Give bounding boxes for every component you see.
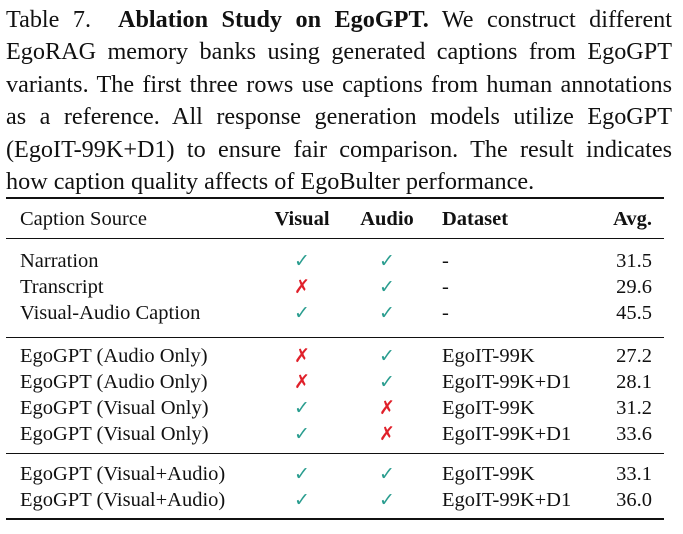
cross-icon: ✗ xyxy=(294,345,310,367)
row-caption-source: Narration xyxy=(20,250,99,272)
table-caption: Table 7. Ablation Study on EgoGPT. We co… xyxy=(6,4,672,198)
header-audio: Audio xyxy=(360,208,414,230)
row-caption-source: EgoGPT (Visual Only) xyxy=(20,397,209,419)
check-icon: ✓ xyxy=(294,250,310,272)
cross-icon: ✗ xyxy=(379,423,395,445)
check-icon: ✓ xyxy=(294,463,310,485)
top-rule xyxy=(6,197,664,199)
row-caption-source: EgoGPT (Audio Only) xyxy=(20,371,208,393)
row-dataset: EgoIT-99K xyxy=(442,345,535,367)
row-dataset: EgoIT-99K+D1 xyxy=(442,423,572,445)
row-caption-source: Transcript xyxy=(20,276,104,298)
row-avg: 45.5 xyxy=(616,302,652,324)
cross-icon: ✗ xyxy=(294,276,310,298)
check-icon: ✓ xyxy=(379,250,395,272)
header-caption-source: Caption Source xyxy=(20,208,147,230)
row-avg: 33.1 xyxy=(616,463,652,485)
group-rule-1 xyxy=(6,337,664,338)
header-avg: Avg. xyxy=(613,208,652,230)
group-rule-2 xyxy=(6,453,664,454)
check-icon: ✓ xyxy=(294,423,310,445)
check-icon: ✓ xyxy=(294,397,310,419)
row-dataset: - xyxy=(442,250,449,272)
row-caption-source: EgoGPT (Audio Only) xyxy=(20,345,208,367)
row-avg: 27.2 xyxy=(616,345,652,367)
check-icon: ✓ xyxy=(379,345,395,367)
row-dataset: EgoIT-99K+D1 xyxy=(442,489,572,511)
check-icon: ✓ xyxy=(379,371,395,393)
cross-icon: ✗ xyxy=(294,371,310,393)
row-dataset: EgoIT-99K xyxy=(442,397,535,419)
row-dataset: EgoIT-99K xyxy=(442,463,535,485)
row-dataset: - xyxy=(442,302,449,324)
cross-icon: ✗ xyxy=(379,397,395,419)
caption-title: Ablation Study on EgoGPT. xyxy=(117,6,429,33)
row-avg: 31.2 xyxy=(616,397,652,419)
row-caption-source: Visual-Audio Caption xyxy=(20,302,201,324)
row-avg: 31.5 xyxy=(616,250,652,272)
row-caption-source: EgoGPT (Visual Only) xyxy=(20,423,209,445)
bottom-rule xyxy=(6,518,664,520)
check-icon: ✓ xyxy=(379,302,395,324)
check-icon: ✓ xyxy=(379,463,395,485)
row-dataset: - xyxy=(442,276,449,298)
header-visual: Visual xyxy=(274,208,330,230)
row-dataset: EgoIT-99K+D1 xyxy=(442,371,572,393)
row-avg: 36.0 xyxy=(616,489,652,511)
row-avg: 28.1 xyxy=(616,371,652,393)
header-dataset: Dataset xyxy=(442,208,509,230)
row-caption-source: EgoGPT (Visual+Audio) xyxy=(20,463,226,485)
row-avg: 33.6 xyxy=(616,423,652,445)
check-icon: ✓ xyxy=(294,302,310,324)
header-rule xyxy=(6,238,664,239)
row-avg: 29.6 xyxy=(616,276,652,298)
caption-label: Table 7. xyxy=(6,6,91,33)
check-icon: ✓ xyxy=(294,489,310,511)
caption-text: We construct different EgoRAG memory ban… xyxy=(6,6,672,196)
row-caption-source: EgoGPT (Visual+Audio) xyxy=(20,489,226,511)
check-icon: ✓ xyxy=(379,489,395,511)
check-icon: ✓ xyxy=(379,276,395,298)
